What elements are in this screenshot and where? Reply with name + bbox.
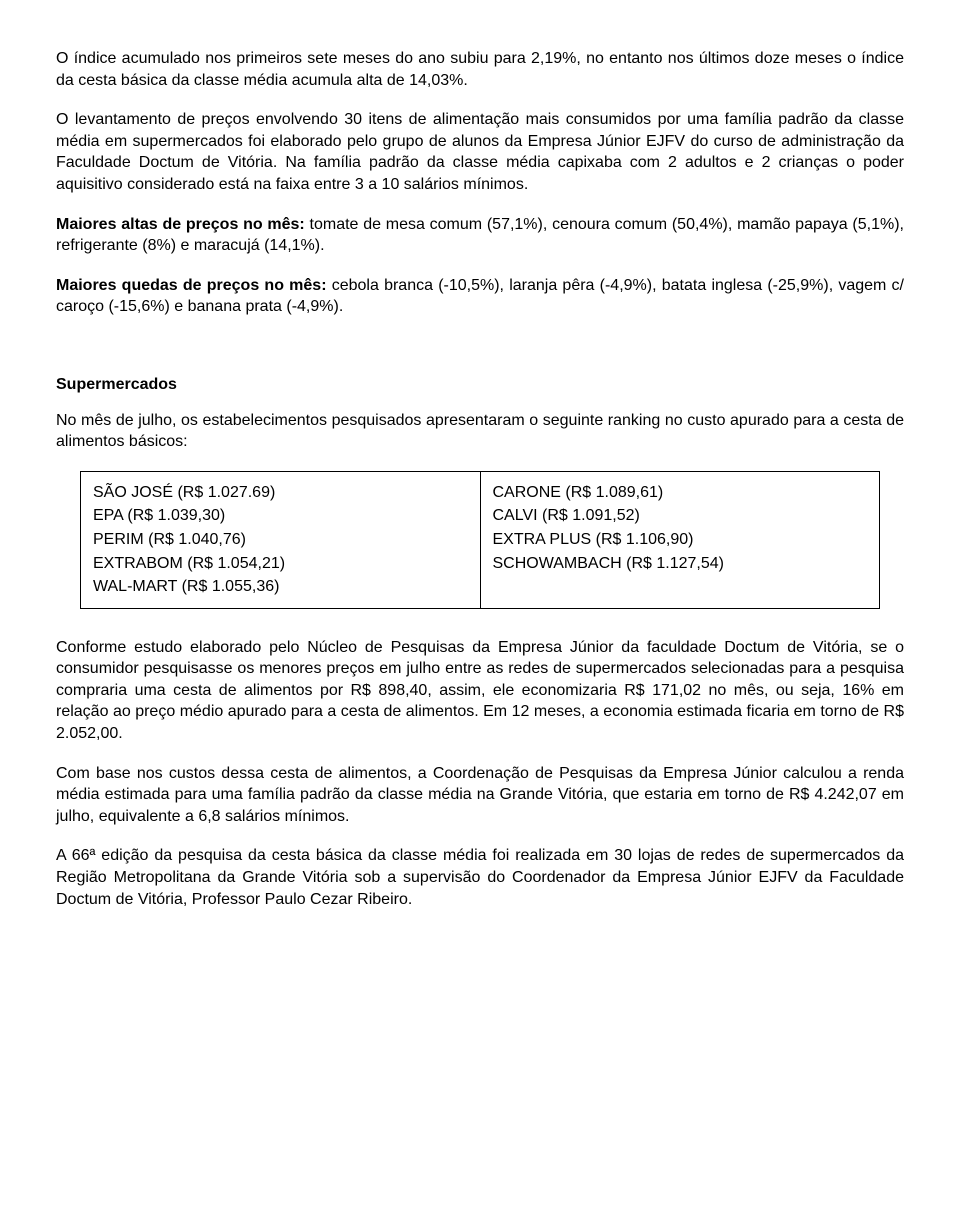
ranking-item: SÃO JOSÉ (R$ 1.027.69) (93, 482, 468, 504)
ranking-item: EXTRA PLUS (R$ 1.106,90) (493, 529, 868, 551)
altas-label: Maiores altas de preços no mês: (56, 216, 305, 233)
supermercados-intro: No mês de julho, os estabelecimentos pes… (56, 410, 904, 453)
ranking-item: SCHOWAMBACH (R$ 1.127,54) (493, 553, 868, 575)
quedas-label: Maiores quedas de preços no mês: (56, 277, 327, 294)
ranking-item: CARONE (R$ 1.089,61) (493, 482, 868, 504)
ranking-item: WAL-MART (R$ 1.055,36) (93, 576, 468, 598)
paragraph-quedas: Maiores quedas de preços no mês: cebola … (56, 275, 904, 318)
paragraph-7: A 66ª edição da pesquisa da cesta básica… (56, 845, 904, 910)
ranking-item: CALVI (R$ 1.091,52) (493, 505, 868, 527)
ranking-table: SÃO JOSÉ (R$ 1.027.69) EPA (R$ 1.039,30)… (80, 471, 880, 609)
ranking-item: EPA (R$ 1.039,30) (93, 505, 468, 527)
paragraph-1: O índice acumulado nos primeiros sete me… (56, 48, 904, 91)
paragraph-altas: Maiores altas de preços no mês: tomate d… (56, 214, 904, 257)
ranking-item: EXTRABOM (R$ 1.054,21) (93, 553, 468, 575)
paragraph-6: Com base nos custos dessa cesta de alime… (56, 763, 904, 828)
ranking-item: PERIM (R$ 1.040,76) (93, 529, 468, 551)
supermercados-heading: Supermercados (56, 374, 904, 396)
ranking-col-right: CARONE (R$ 1.089,61) CALVI (R$ 1.091,52)… (480, 472, 880, 608)
ranking-col-left: SÃO JOSÉ (R$ 1.027.69) EPA (R$ 1.039,30)… (81, 472, 480, 608)
paragraph-5: Conforme estudo elaborado pelo Núcleo de… (56, 637, 904, 745)
paragraph-2: O levantamento de preços envolvendo 30 i… (56, 109, 904, 195)
